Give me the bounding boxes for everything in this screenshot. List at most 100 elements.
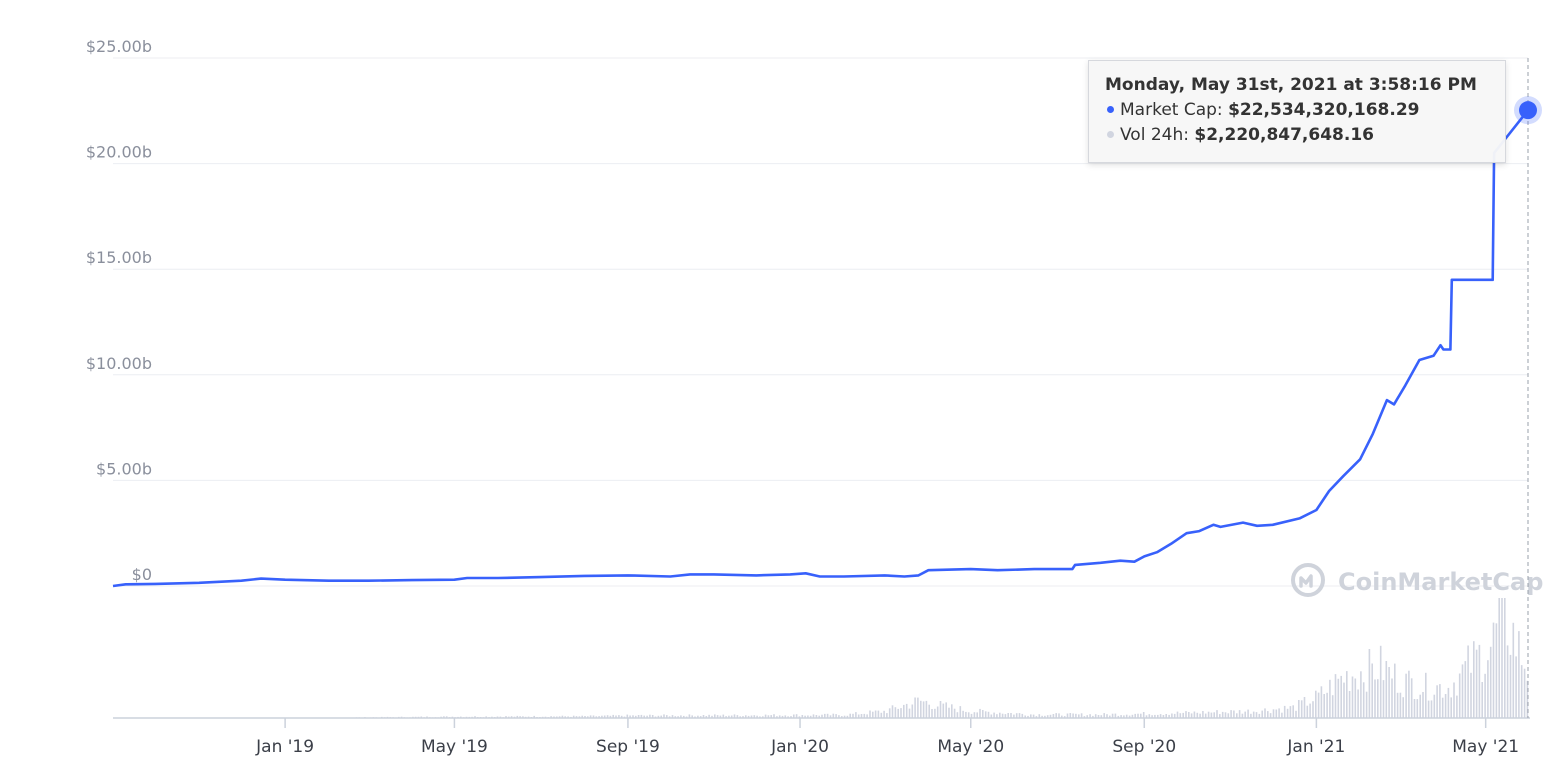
volume-bar	[1046, 715, 1049, 718]
volume-bar	[1049, 714, 1052, 718]
volume-bar	[781, 715, 784, 718]
volume-bar	[1326, 692, 1328, 718]
volume-bar	[759, 716, 761, 718]
volume-bar	[973, 712, 976, 718]
volume-bar	[1371, 663, 1373, 718]
volume-bar	[626, 714, 629, 718]
volume-bar	[764, 714, 767, 718]
volume-bar	[857, 714, 860, 718]
volume-bar	[699, 716, 702, 718]
volume-bar	[880, 712, 883, 718]
volume-bar	[1489, 646, 1492, 718]
volume-bar	[1410, 678, 1413, 718]
volume-bar	[680, 715, 682, 718]
volume-bar	[1227, 713, 1230, 718]
volume-bar	[632, 715, 634, 718]
volume-bar	[550, 716, 552, 718]
volume-bar	[1176, 711, 1179, 718]
volume-bar	[719, 715, 722, 718]
volume-bar	[1343, 682, 1345, 718]
volume-bar	[1100, 715, 1103, 718]
volume-bar	[987, 711, 990, 718]
volume-bar	[1010, 713, 1012, 718]
volume-bar	[1331, 695, 1334, 718]
volume-bar	[1015, 713, 1018, 718]
volume-bar	[575, 716, 578, 718]
volume-bar	[1292, 705, 1294, 718]
tooltip-value: $22,534,320,168.29	[1228, 100, 1420, 120]
volume-bar	[928, 704, 930, 718]
volume-bar	[747, 715, 750, 718]
hover-point[interactable]	[1519, 101, 1537, 120]
volume-bar	[1055, 713, 1057, 718]
volume-bar	[795, 714, 798, 718]
volume-bar	[999, 712, 1001, 718]
volume-bar	[1024, 715, 1026, 718]
volume-bar	[1207, 711, 1210, 718]
tooltip-row-volume: Vol 24h: $2,220,847,648.16	[1105, 123, 1489, 148]
volume-bar	[1255, 712, 1258, 718]
volume-bar	[1066, 713, 1069, 718]
market-cap-line[interactable]	[112, 109, 1530, 588]
volume-bar	[1323, 694, 1325, 718]
volume-bar	[872, 711, 874, 718]
volume-bar	[1506, 645, 1509, 718]
volume-bar	[1120, 715, 1122, 718]
volume-bar	[1340, 675, 1342, 718]
volume-bar	[1501, 598, 1503, 718]
volume-bar	[558, 716, 561, 718]
volume-bar	[1185, 711, 1187, 718]
y-tick-label: $0	[132, 565, 152, 584]
volume-bar	[1157, 714, 1159, 718]
volume-bar	[886, 713, 888, 718]
volume-bar	[1303, 697, 1306, 718]
volume-bar	[711, 715, 713, 718]
volume-bar	[702, 715, 705, 718]
volume-bar	[1030, 714, 1032, 718]
volume-bar	[1422, 692, 1424, 718]
volume-bar	[812, 714, 815, 718]
volume-bar	[1478, 644, 1481, 718]
volume-bar	[959, 706, 962, 718]
volume-bar	[1154, 714, 1156, 718]
volume-bar	[1021, 713, 1024, 718]
volume-bar	[809, 715, 812, 718]
volume-bar	[601, 715, 603, 718]
volume-bar	[1204, 713, 1207, 718]
volume-bar	[725, 716, 727, 718]
watermark-text: CoinMarketCap	[1338, 568, 1543, 596]
volume-bar	[1202, 711, 1204, 718]
volume-bar	[584, 716, 586, 718]
volume-bar	[804, 715, 806, 718]
volume-bar	[1365, 691, 1368, 718]
volume-bar	[773, 714, 775, 718]
volume-bar	[1097, 715, 1100, 718]
volume-bar	[1467, 645, 1469, 718]
volume-bar	[1283, 705, 1286, 718]
volume-bar	[651, 715, 654, 718]
volume-bar	[826, 713, 829, 718]
volume-bar	[1159, 714, 1162, 718]
volume-bar	[863, 713, 866, 718]
volume-bar	[516, 715, 519, 718]
volume-bar	[1109, 715, 1111, 718]
volume-bar	[1058, 713, 1060, 718]
volume-bar	[1075, 713, 1077, 718]
volume-bar	[1458, 673, 1461, 718]
volume-bar	[1317, 692, 1320, 718]
volume-bar	[1439, 684, 1441, 718]
volume-bar	[1069, 713, 1072, 718]
volume-bar	[519, 716, 521, 718]
volume-bar	[1444, 694, 1447, 718]
volume-bar	[756, 715, 758, 718]
volume-bar	[1450, 697, 1452, 718]
volume-bar	[1252, 711, 1255, 718]
volume-bar	[1379, 645, 1382, 718]
volume-bar	[1140, 713, 1142, 718]
volume-bar	[663, 714, 665, 718]
volume-bar	[1106, 714, 1108, 718]
volume-bar	[1473, 641, 1475, 718]
volume-bar	[1427, 700, 1430, 718]
volume-bar	[1230, 710, 1232, 718]
